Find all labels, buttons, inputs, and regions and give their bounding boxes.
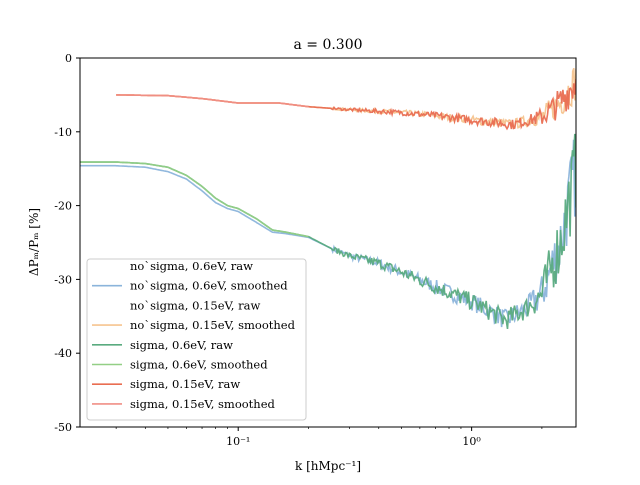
x-tick-label: 10⁻¹: [226, 435, 250, 448]
y-tick-label: 0: [65, 52, 72, 65]
series-layer: [80, 67, 576, 330]
series-line-8: [116, 94, 309, 108]
x-axis: 10⁻¹ 10⁰: [115, 427, 543, 448]
legend-label-5: sigma, 0.6eV, raw: [130, 338, 233, 352]
y-tick-label: -20: [54, 200, 72, 213]
legend-label-1: noˋsigma, 0.6eV, raw: [130, 259, 253, 273]
x-axis-label: k [hMpc⁻¹]: [295, 459, 361, 473]
legend-label-4: noˋsigma, 0.15eV, smoothed: [130, 318, 296, 332]
legend-box: [86, 258, 307, 421]
series-line-6: [80, 161, 309, 238]
legend-label-3: noˋsigma, 0.15eV, raw: [130, 298, 260, 312]
plot-frame: [79, 57, 577, 428]
chart-title: a = 0.300: [293, 37, 362, 53]
legend: noˋsigma, 0.6eV, raw noˋsigma, 0.6eV, smo…: [86, 258, 307, 421]
y-axis-label: ΔPₘ/Pₘ [%]: [27, 208, 41, 276]
x-tick-label: 10⁰: [462, 435, 481, 448]
y-tick-label: -30: [54, 273, 72, 286]
y-tick-label: -10: [54, 126, 72, 139]
legend-label-8: sigma, 0.15eV, smoothed: [130, 397, 276, 411]
legend-label-7: sigma, 0.15eV, raw: [130, 377, 240, 391]
y-tick-label: -50: [54, 421, 72, 434]
y-axis: 0 -10 -20 -30 -40 -50: [54, 52, 80, 434]
y-tick-label: -40: [54, 347, 72, 360]
legend-label-6: sigma, 0.6eV, smoothed: [130, 358, 268, 372]
legend-label-2: noˋsigma, 0.6eV, smoothed: [130, 279, 288, 293]
